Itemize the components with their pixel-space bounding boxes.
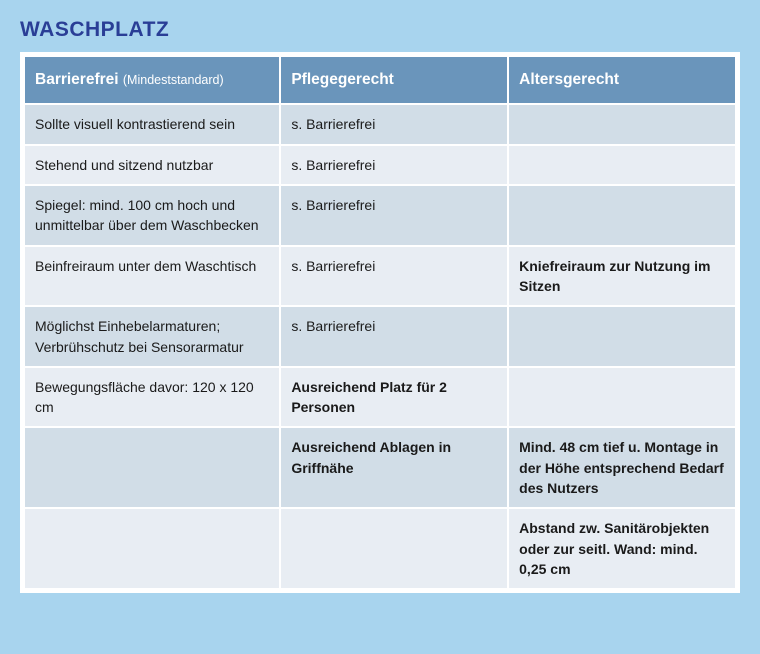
page-container: WASCHPLATZ Barrierefrei (Mindeststandard…: [0, 0, 760, 654]
table-row: Stehend und sitzend nutzbar s. Barrieref…: [24, 145, 736, 185]
page-title: WASCHPLATZ: [20, 18, 740, 42]
th-main: Altersgerecht: [519, 71, 619, 88]
table-wrapper: Barrierefrei (Mindeststandard) Pflegeger…: [20, 52, 740, 593]
cell: s. Barrierefrei: [280, 145, 508, 185]
cell: Ausreichend Platz für 2 Personen: [280, 367, 508, 428]
th-pflegegerecht: Pflegegerecht: [280, 56, 508, 104]
table-row: Ausreichend Ablagen in Griffnähe Mind. 4…: [24, 427, 736, 508]
th-sub: (Mindeststandard): [123, 73, 224, 87]
table-row: Sollte visuell kontrastierend sein s. Ba…: [24, 104, 736, 144]
cell: Mind. 48 cm tief u. Montage in der Höhe …: [508, 427, 736, 508]
table-body: Sollte visuell kontrastierend sein s. Ba…: [24, 104, 736, 589]
table-row: Bewegungsfläche davor: 120 x 120 cm Ausr…: [24, 367, 736, 428]
cell: Abstand zw. Sanitärobjekten oder zur sei…: [508, 508, 736, 589]
cell: [24, 427, 280, 508]
cell: Beinfreiraum unter dem Waschtisch: [24, 246, 280, 307]
cell: [508, 104, 736, 144]
th-main: Barrierefrei: [35, 71, 123, 88]
waschplatz-table: Barrierefrei (Mindeststandard) Pflegeger…: [23, 55, 737, 590]
th-main: Pflegegerecht: [291, 71, 394, 88]
table-row: Möglichst Einhebelarmaturen; Verbrühschu…: [24, 306, 736, 367]
table-header-row: Barrierefrei (Mindeststandard) Pflegeger…: [24, 56, 736, 104]
cell: s. Barrierefrei: [280, 104, 508, 144]
cell: s. Barrierefrei: [280, 246, 508, 307]
table-row: Spiegel: mind. 100 cm hoch und unmittelb…: [24, 185, 736, 246]
cell: Sollte visuell kontrastierend sein: [24, 104, 280, 144]
cell: Bewegungsfläche davor: 120 x 120 cm: [24, 367, 280, 428]
cell: [24, 508, 280, 589]
cell: [508, 185, 736, 246]
cell: Kniefreiraum zur Nutzung im Sitzen: [508, 246, 736, 307]
table-row: Beinfreiraum unter dem Waschtisch s. Bar…: [24, 246, 736, 307]
cell: Möglichst Einhebelarmaturen; Verbrühschu…: [24, 306, 280, 367]
cell: [280, 508, 508, 589]
cell: [508, 367, 736, 428]
th-altersgerecht: Altersgerecht: [508, 56, 736, 104]
cell: s. Barrierefrei: [280, 306, 508, 367]
cell: [508, 145, 736, 185]
cell: Ausreichend Ablagen in Griffnähe: [280, 427, 508, 508]
cell: s. Barrierefrei: [280, 185, 508, 246]
cell: [508, 306, 736, 367]
table-row: Abstand zw. Sanitärobjekten oder zur sei…: [24, 508, 736, 589]
cell: Stehend und sitzend nutzbar: [24, 145, 280, 185]
cell: Spiegel: mind. 100 cm hoch und unmittelb…: [24, 185, 280, 246]
th-barrierefrei: Barrierefrei (Mindeststandard): [24, 56, 280, 104]
